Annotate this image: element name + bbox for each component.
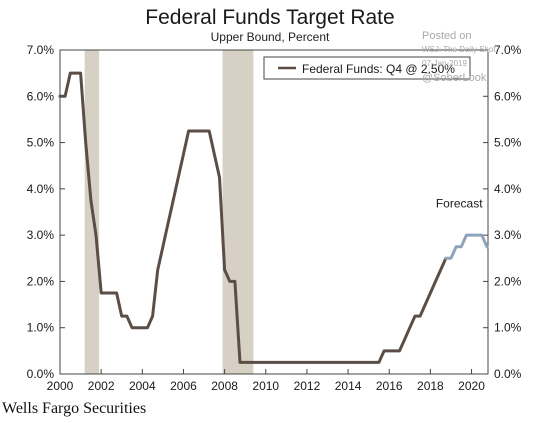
y-tick-label-left: 2.0%	[27, 274, 55, 288]
y-tick-label-right: 5.0%	[494, 136, 522, 150]
forecast-annotation: Forecast	[436, 196, 483, 210]
watermark-handle: @SoberLook	[422, 72, 487, 84]
y-tick-label-right: 0.0%	[494, 367, 522, 381]
y-tick-label-left: 7.0%	[27, 43, 55, 57]
legend: Federal Funds: Q4 @ 2.50%	[263, 56, 471, 80]
x-tick-label: 2012	[294, 379, 321, 393]
legend-label: Federal Funds: Q4 @ 2.50%	[302, 62, 455, 76]
forecast-line	[444, 233, 489, 260]
x-tick-label: 2016	[376, 379, 403, 393]
plot-frame	[59, 49, 489, 375]
y-tick-label-right: 2.0%	[494, 274, 522, 288]
y-tick-label-right: 3.0%	[494, 228, 522, 242]
y-tick-label-right: 1.0%	[494, 321, 522, 335]
y-tick-label-left: 4.0%	[27, 182, 55, 196]
x-tick-label: 2006	[170, 379, 197, 393]
fed-funds-line	[58, 71, 448, 364]
watermark-line3: 07-Jan-2019	[422, 59, 467, 68]
chart-subtitle: Upper Bound, Percent	[210, 30, 330, 44]
series-lines	[58, 71, 489, 364]
y-tick-label-left: 0.0%	[27, 367, 55, 381]
y-tick-label-left: 5.0%	[27, 136, 55, 150]
y-tick-label-left: 3.0%	[27, 228, 55, 242]
x-tick-label: 2002	[88, 379, 115, 393]
y-tick-label-left: 1.0%	[27, 321, 55, 335]
chart-title: Federal Funds Target Rate	[145, 6, 395, 29]
y-tick-label-right: 7.0%	[494, 43, 522, 57]
x-tick-label: 2020	[458, 379, 485, 393]
x-tick-label: 2004	[129, 379, 156, 393]
x-tick-label: 2018	[417, 379, 444, 393]
legend-box	[263, 56, 471, 80]
x-tick-label: 2010	[252, 379, 279, 393]
y-tick-label-left: 6.0%	[27, 89, 55, 103]
x-tick-label: 2008	[211, 379, 238, 393]
x-tick-label: 2014	[335, 379, 362, 393]
watermark-line1: Posted on	[422, 30, 472, 42]
axis-ticks: 0.0% 0.0% 1.0% 1.0% 2.0% 2.0% 3.0% 3.0% 4.0% 4.0%…	[27, 43, 522, 393]
x-tick-label: 2000	[47, 379, 74, 393]
recession-bands	[84, 50, 254, 374]
y-tick-label-right: 6.0%	[494, 89, 522, 103]
source-credit: Wells Fargo Securities	[2, 400, 147, 417]
watermark: Posted on WSJ: The Daily Shot 07-Jan-201…	[422, 29, 496, 85]
y-tick-label-right: 4.0%	[494, 182, 522, 196]
watermark-line2: WSJ: The Daily Shot	[422, 45, 496, 54]
